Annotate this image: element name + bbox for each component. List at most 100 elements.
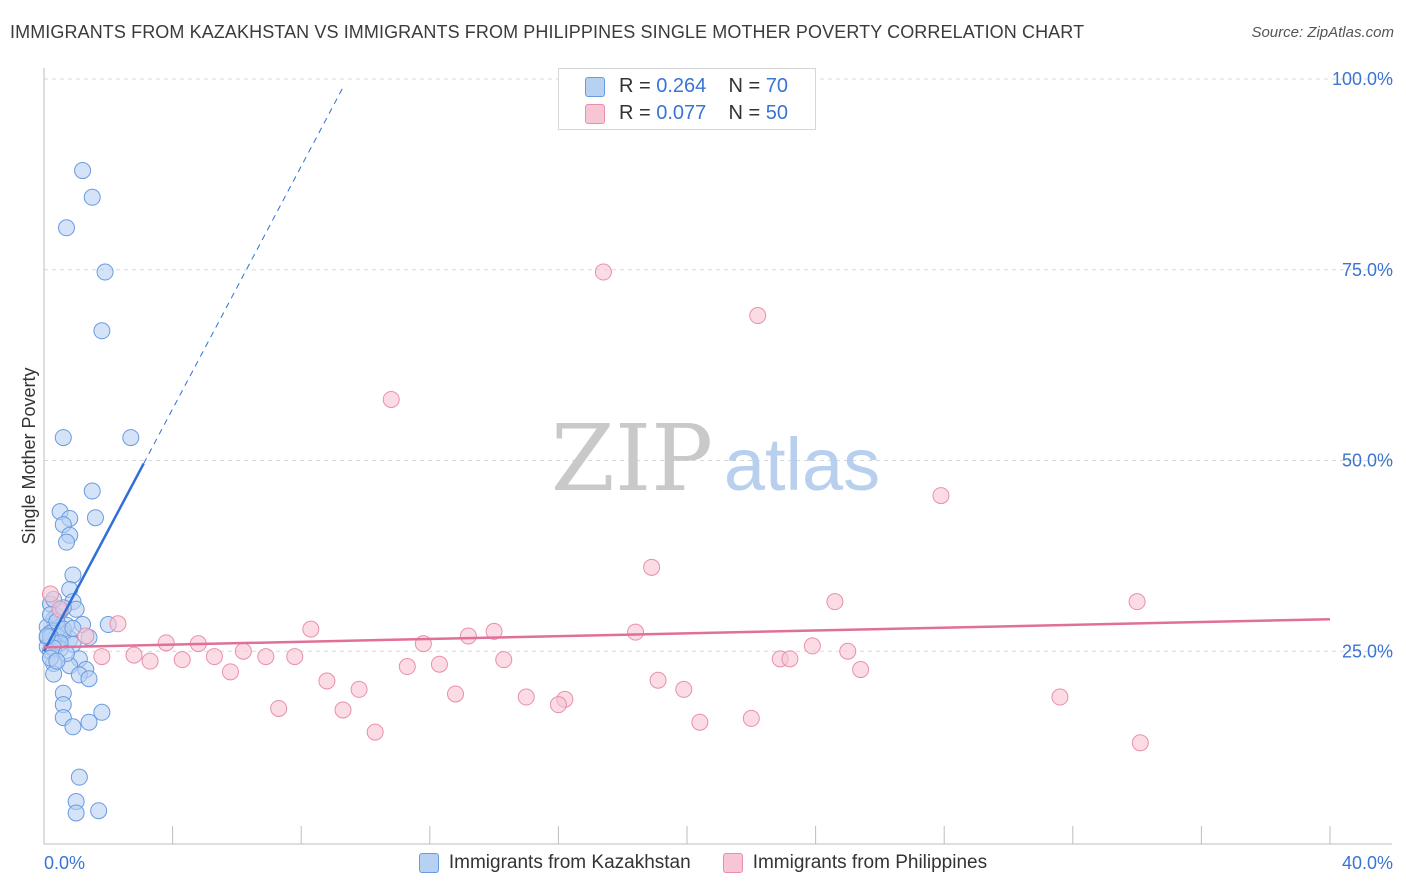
philippines-point (517, 688, 535, 706)
r-label: R = (619, 75, 657, 97)
philippines-point (157, 634, 175, 652)
philippines-point (318, 672, 336, 690)
philippines-point (41, 585, 59, 603)
philippines-point (93, 648, 111, 666)
philippines-point (691, 713, 709, 731)
kazakhstan-point (80, 670, 98, 688)
philippines-point (302, 620, 320, 638)
kazakhstan-point (86, 509, 104, 527)
n-value-philippines: 50 (765, 102, 789, 124)
philippines-point (643, 558, 661, 576)
philippines-point (334, 701, 352, 719)
x-tick-label-max: 40.0% (1342, 853, 1393, 873)
legend-item-philippines[interactable]: Immigrants from Philippines (722, 852, 988, 874)
kazakhstan-point (48, 652, 66, 670)
philippines-point (221, 663, 239, 681)
philippines-point (270, 699, 288, 717)
kazakhstan-point (83, 482, 101, 500)
kazakhstan-trend-line (42, 462, 145, 652)
stats-row-philippines: R = 0.077 N = 50 (585, 100, 788, 127)
trend-lines (42, 87, 1331, 652)
chart-title: IMMIGRANTS FROM KAZAKHSTAN VS IMMIGRANTS… (10, 22, 1085, 42)
kazakhstan-trend-extension (143, 87, 344, 464)
philippines-point (649, 671, 667, 689)
kazakhstan-point (90, 802, 108, 820)
philippines-point (234, 642, 252, 660)
philippines-point (77, 627, 95, 645)
n-label: N = (728, 102, 766, 124)
kazakhstan-point (67, 804, 85, 822)
philippines-point (675, 680, 693, 698)
kazakhstan-point (54, 429, 72, 447)
philippines-swatch (585, 103, 605, 124)
kazakhstan-point (80, 713, 98, 731)
r-value-kazakhstan: 0.264 (656, 75, 707, 97)
philippines-point (430, 655, 448, 673)
philippines-trend-line (43, 617, 1331, 649)
gridlines (44, 78, 1392, 652)
philippines-point (803, 637, 821, 655)
kazakhstan-point (96, 263, 114, 281)
philippines-point (742, 709, 760, 727)
philippines-point (932, 487, 950, 505)
kazakhstan-point (58, 533, 76, 551)
watermark-zip: ZIP (551, 405, 713, 512)
philippines-point (350, 680, 368, 698)
y-tick-label: 75.0% (1342, 260, 1393, 280)
philippines-point (1051, 688, 1069, 706)
r-value-philippines: 0.077 (656, 102, 707, 124)
n-label: N = (728, 75, 766, 97)
legend-item-kazakhstan[interactable]: Immigrants from Kazakhstan (418, 852, 691, 874)
r-label: R = (619, 102, 657, 124)
philippines-point (749, 307, 767, 325)
philippines-point (141, 652, 159, 670)
philippines-point (109, 615, 127, 633)
philippines-point (826, 593, 844, 611)
philippines-point (398, 658, 416, 676)
kazakhstan-point (58, 219, 76, 237)
philippines-point (495, 651, 513, 669)
y-tick-label: 100.0% (1332, 69, 1393, 89)
philippines-point (205, 648, 223, 666)
stats-row-kazakhstan: R = 0.264 N = 70 (585, 73, 788, 100)
kazakhstan-point (64, 566, 82, 584)
legend-label-philippines: Immigrants from Philippines (752, 852, 988, 873)
y-axis-label: Single Mother Poverty (19, 367, 39, 544)
legend-label-kazakhstan: Immigrants from Kazakhstan (448, 852, 691, 873)
legend-swatch-philippines (722, 853, 743, 873)
philippines-point (286, 648, 304, 666)
kazakhstan-point (74, 162, 92, 180)
philippines-point (839, 642, 857, 660)
philippines-point (1128, 593, 1146, 611)
philippines-point (781, 650, 799, 668)
philippines-point (852, 661, 870, 679)
kazakhstan-point (93, 322, 111, 340)
philippines-point (257, 648, 275, 666)
y-tick-label: 50.0% (1342, 451, 1393, 471)
philippines-point (173, 651, 191, 669)
philippines-point (366, 723, 384, 741)
y-tick-label: 25.0% (1342, 641, 1393, 661)
kazakhstan-point (64, 619, 82, 637)
philippines-point (485, 622, 503, 640)
philippines-point (1131, 734, 1149, 752)
philippines-point (447, 685, 465, 703)
kazakhstan-point (83, 188, 101, 206)
philippines-point (594, 263, 612, 281)
stats-legend: R = 0.264 N = 70 R = 0.077 N = 50 (558, 68, 816, 130)
bottom-legend: Immigrants from Kazakhstan Immigrants fr… (0, 852, 1406, 874)
series-kazakhstan-points (38, 162, 140, 822)
x-tick-label-min: 0.0% (44, 853, 85, 873)
kazakhstan-point (93, 703, 111, 721)
watermark: ZIP atlas (551, 405, 880, 512)
kazakhstan-swatch (585, 76, 605, 97)
philippines-point (125, 646, 143, 664)
philippines-point (459, 627, 477, 645)
watermark-atlas: atlas (724, 423, 880, 506)
n-value-kazakhstan: 70 (765, 75, 789, 97)
legend-swatch-kazakhstan (418, 853, 439, 873)
philippines-point (549, 696, 567, 714)
tick-labels: 25.0% 50.0% 75.0% 100.0% 0.0% 40.0% (44, 69, 1393, 873)
kazakhstan-point (122, 429, 140, 447)
